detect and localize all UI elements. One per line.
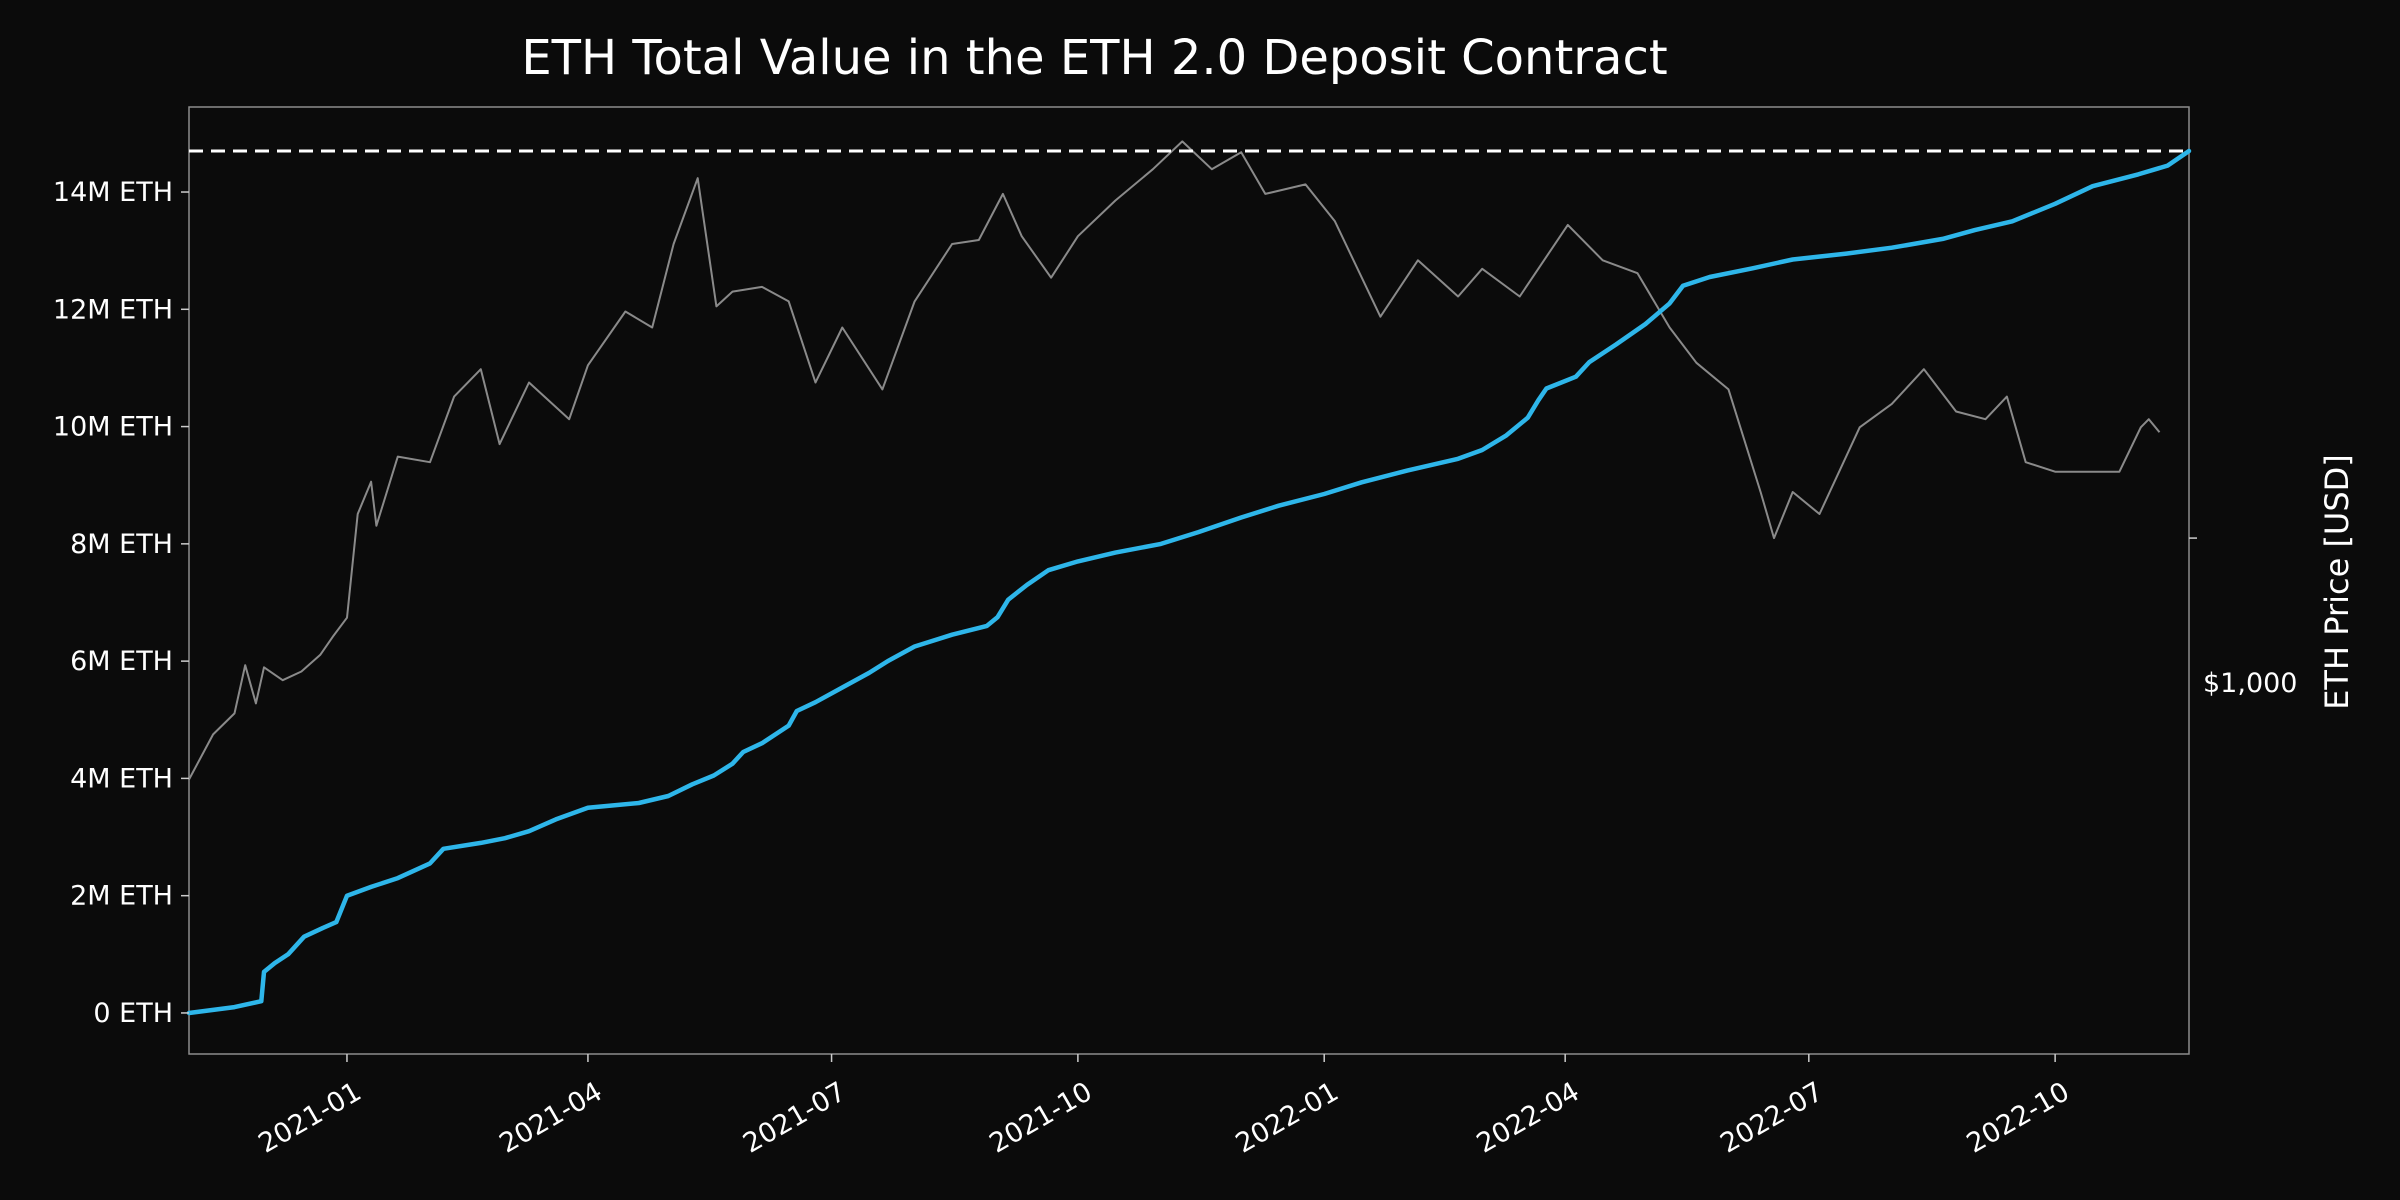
x-tick-label: 2022-01	[1231, 1076, 1344, 1159]
y-tick-label: 2M ETH	[70, 881, 173, 912]
y-tick-label: 14M ETH	[53, 177, 173, 208]
y-tick-label: 8M ETH	[70, 529, 173, 560]
y2-tick-label: $1,000	[2203, 668, 2298, 699]
x-tick-label: 2022-04	[1472, 1076, 1585, 1159]
plot-area	[188, 106, 2190, 1055]
y-tick-label: 10M ETH	[53, 412, 173, 443]
x-tick-label: 2021-01	[253, 1076, 366, 1159]
x-tick-label: 2021-07	[738, 1076, 851, 1159]
y-tick-label: 6M ETH	[70, 646, 173, 677]
eth-price-line	[188, 140, 2161, 780]
deposit-total-line	[186, 148, 2192, 1016]
x-tick-label: 2021-04	[494, 1076, 607, 1159]
y-tick-label: 12M ETH	[53, 294, 173, 325]
y-tick-label: 0 ETH	[93, 998, 173, 1029]
x-tick-label: 2022-10	[1962, 1076, 2075, 1159]
x-tick-label: 2021-10	[984, 1076, 1097, 1159]
x-tick-label: 2022-07	[1715, 1076, 1828, 1159]
chart-title: ETH Total Value in the ETH 2.0 Deposit C…	[521, 30, 1668, 86]
y-tick-label: 4M ETH	[70, 763, 173, 794]
y2-axis-label: ETH Price [USD]	[2318, 454, 2356, 710]
